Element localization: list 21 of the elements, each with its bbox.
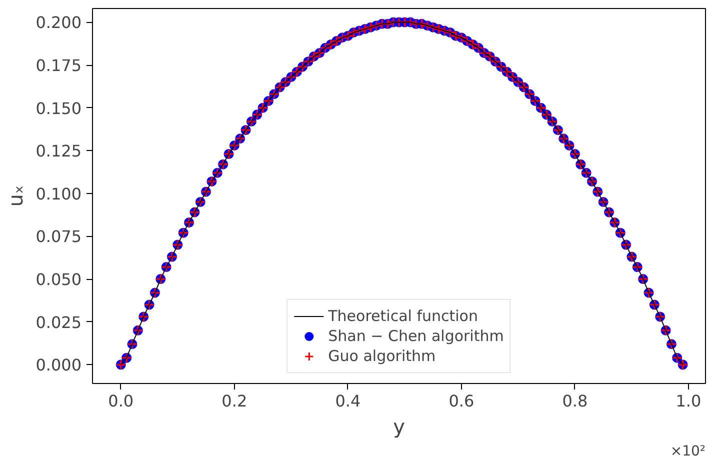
legend-label: Guo algorithm [328,347,436,365]
x-tick-label: 1.0 [676,392,702,410]
y-tick-label: 0.075 [36,227,82,246]
y-tick-label: 0.050 [36,270,82,290]
y-tick-label: 0.175 [36,56,82,76]
x-tick-label: 0.6 [448,392,474,410]
x-tick-label: 0.8 [562,392,588,410]
x-axis-title: y [393,414,406,438]
y-tick-label: 0.025 [36,312,82,332]
x-tick-label: 0.2 [222,392,248,410]
x-tick-label: 0.4 [335,392,361,410]
text: ×10² [670,444,706,459]
y-tick-label: 0.000 [36,356,82,375]
legend-label: Shan − Chen algorithm [328,327,504,345]
x-tick-label: 0.0 [108,392,134,410]
y-tick-label: 0.125 [36,142,82,161]
legend-label: Theoretical function [328,307,478,325]
y-tick-label: 0.100 [36,184,82,204]
y-tick-label: 0.150 [36,98,82,118]
y-tick-label: 0.200 [36,13,82,32]
y-axis-title: uₓ [4,185,28,207]
